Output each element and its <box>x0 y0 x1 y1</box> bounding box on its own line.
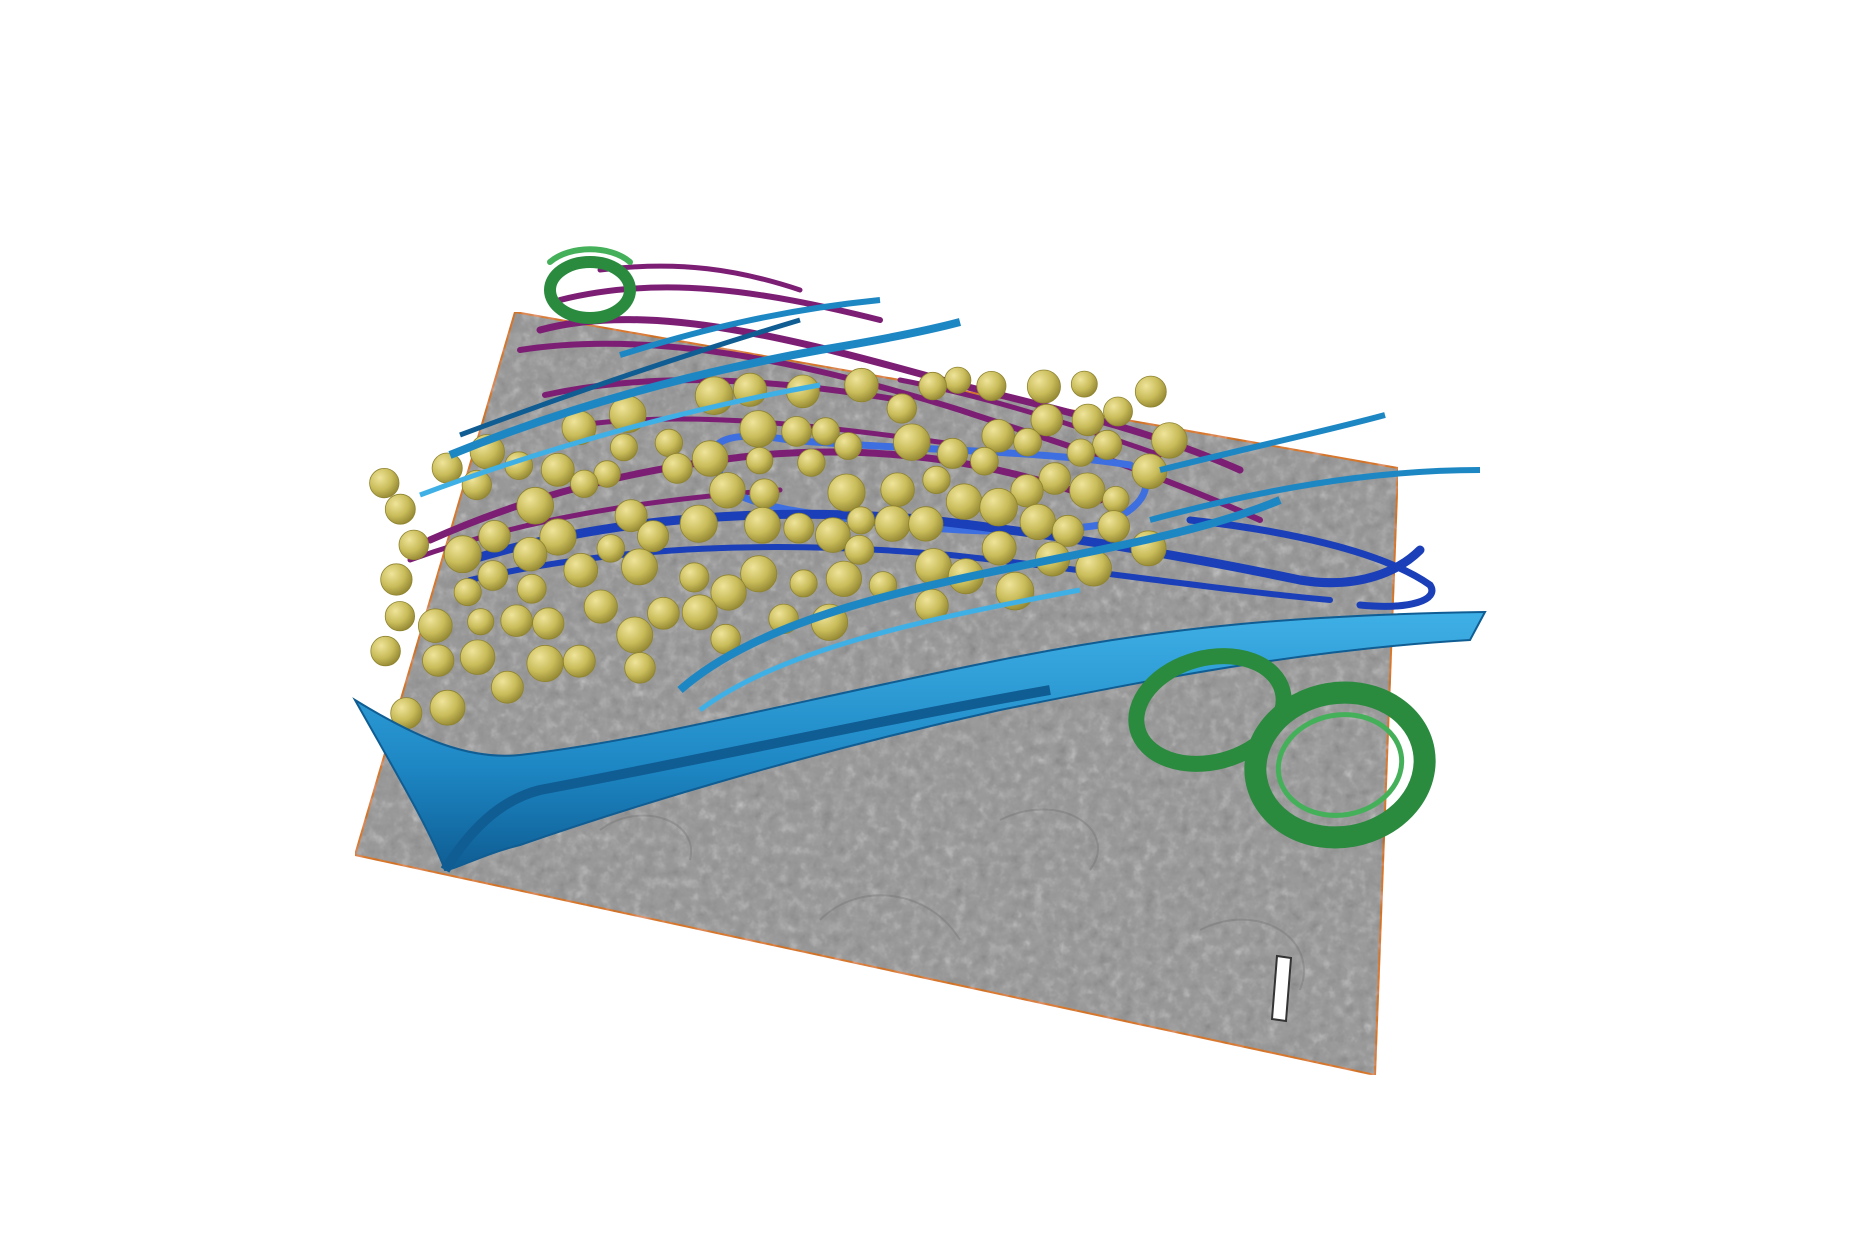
vesicle <box>918 371 947 401</box>
vesicle <box>459 639 496 675</box>
vesicle <box>583 589 618 624</box>
vesicle <box>596 534 626 563</box>
vesicle <box>1134 375 1167 408</box>
vesicle <box>844 535 875 565</box>
vesicle <box>981 419 1015 453</box>
vesicle <box>384 493 416 525</box>
plasma-membrane <box>352 297 1487 873</box>
vesicle <box>429 689 466 726</box>
vesicle <box>370 635 401 667</box>
vesicle <box>610 433 638 462</box>
vesicle <box>815 517 851 553</box>
synaptic-vesicles <box>369 366 1188 730</box>
vesicle <box>679 562 710 593</box>
vesicle <box>562 644 596 678</box>
vesicle <box>398 529 430 561</box>
vesicle <box>739 410 777 448</box>
vesicle <box>422 644 455 677</box>
vesicle <box>744 506 781 544</box>
vesicle <box>908 506 944 542</box>
vesicle <box>811 417 840 446</box>
vesicle <box>1051 514 1084 547</box>
vesicle <box>970 446 999 476</box>
vesicle <box>563 552 599 588</box>
vesicle <box>679 504 718 543</box>
vesicle <box>539 518 577 556</box>
vesicle <box>945 483 983 520</box>
vesicle <box>453 578 482 607</box>
vesicle <box>1071 403 1105 437</box>
vesicle <box>1013 427 1042 457</box>
vesicle <box>825 560 863 597</box>
vesicle <box>1019 503 1056 541</box>
vesicle <box>976 370 1007 401</box>
vesicle <box>1151 422 1188 459</box>
vesicle <box>893 423 931 461</box>
vesicle <box>1069 472 1106 509</box>
vesicle <box>647 596 680 630</box>
vesicle <box>937 437 969 469</box>
vesicle <box>380 563 413 596</box>
vesicle <box>874 505 911 542</box>
vesicle <box>981 530 1017 566</box>
vesicle <box>1038 462 1072 495</box>
vesicle <box>526 644 564 683</box>
vesicle <box>654 428 684 457</box>
vesicle <box>783 512 815 544</box>
vesicle <box>834 432 862 460</box>
mitochondria <box>544 246 1436 849</box>
vesicle <box>384 601 415 632</box>
vesicle <box>570 469 599 498</box>
vesicle <box>846 506 875 535</box>
vesicle <box>614 499 648 533</box>
vesicle <box>540 452 575 487</box>
vesicle <box>1010 474 1044 508</box>
vesicle <box>637 520 670 553</box>
vesicle <box>979 488 1018 527</box>
vesicle <box>710 574 747 611</box>
vesicle <box>789 569 818 598</box>
vesicle <box>1103 396 1133 427</box>
vesicle <box>681 594 718 631</box>
vesicle <box>880 472 915 507</box>
vesicle <box>827 473 866 512</box>
vesicle <box>1066 438 1096 467</box>
vesicle <box>417 608 453 643</box>
vesicle <box>797 448 826 477</box>
vesicle <box>624 652 656 684</box>
vesicle <box>691 440 729 477</box>
vesicle <box>443 535 482 574</box>
vesicle <box>478 520 511 553</box>
vesicle <box>516 486 554 525</box>
vesicle <box>740 555 778 593</box>
vesicle <box>467 608 495 636</box>
vesicle <box>922 465 951 494</box>
vesicle <box>616 616 654 654</box>
vesicle <box>512 537 548 572</box>
scale-bar <box>1270 954 1293 1023</box>
vesicle <box>709 472 746 509</box>
vesicle <box>1097 510 1131 543</box>
vesicle <box>1092 429 1123 460</box>
vesicle <box>661 452 693 484</box>
vesicle <box>1026 369 1061 404</box>
vesicle <box>781 416 812 447</box>
vesicle <box>477 560 509 591</box>
vesicle <box>490 670 524 704</box>
vesicle <box>532 607 565 640</box>
vesicle <box>516 573 547 604</box>
vesicle <box>621 548 658 586</box>
vesicle <box>749 478 780 509</box>
vesicle <box>1070 370 1098 398</box>
vesicle <box>844 367 879 403</box>
vesicle <box>1102 485 1130 514</box>
vesicle <box>369 467 400 499</box>
vesicle <box>500 604 533 637</box>
vesicle <box>745 446 774 475</box>
vesicle <box>944 366 972 394</box>
vesicle <box>1030 403 1064 437</box>
vesicle <box>886 393 917 424</box>
